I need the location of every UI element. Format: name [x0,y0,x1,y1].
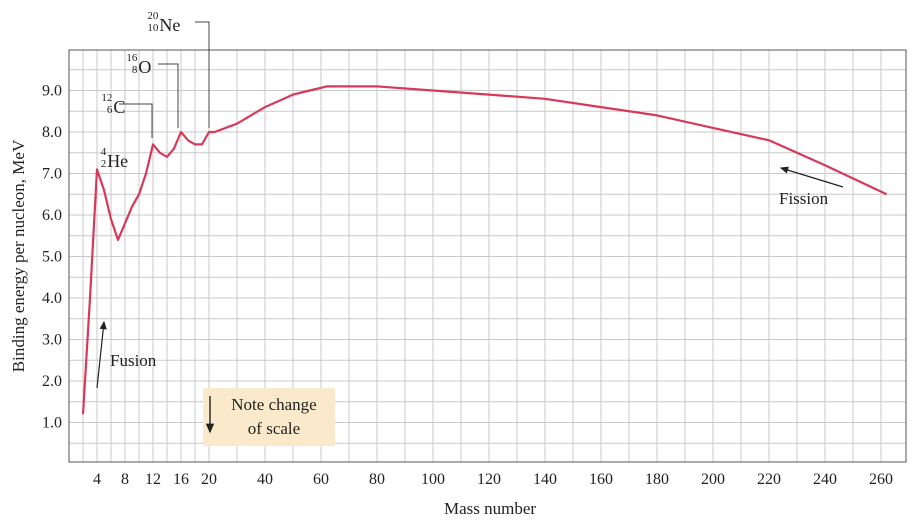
fission-arrow [779,166,844,188]
plot-frame [68,49,907,463]
y-axis-title: Binding energy per nucleon, MeV [9,139,28,372]
binding-energy-curve [81,85,888,415]
y-tick-label: 5.0 [42,249,62,266]
y-tick-label: 9.0 [42,83,62,100]
x-tick-label: 12 [145,471,161,488]
x-tick-label: 60 [313,471,329,488]
scale-note-line2: of scale [248,419,300,438]
isotope-pointer-line [119,103,153,138]
x-tick-label: 260 [869,471,893,488]
scale-note-box [203,388,335,446]
x-tick-label: 100 [421,471,445,488]
x-tick-label: 240 [813,471,837,488]
x-tick-label: 4 [93,471,101,488]
x-tick-label: 160 [589,471,613,488]
isotope-label-he: 42 He [101,146,129,171]
x-tick-label: 120 [477,471,501,488]
y-tick-label: 3.0 [42,332,62,349]
isotope-label-c: 126 C [101,92,153,138]
scale-note-line1: Note change [231,395,316,414]
y-tick-label: 1.0 [42,415,62,432]
isotope-mass-number: 4 [101,146,107,158]
x-tick-label: 140 [533,471,557,488]
isotope-label-o: 168 O [126,52,179,128]
isotope-symbol: He [107,151,128,171]
y-tick-label: 8.0 [42,124,62,141]
y-tick-label: 6.0 [42,207,62,224]
x-tick-label: 80 [369,471,385,488]
grid [69,50,906,462]
isotope-atomic-number: 2 [101,158,107,170]
x-axis-title: Mass number [444,499,536,518]
y-tick-labels: 1.0 2.0 3.0 4.0 5.0 6.0 7.0 8.0 9.0 [42,83,62,432]
x-tick-labels: 4 8 12 16 20 40 60 80 100 120 140 160 180 200 220 240 26… [93,471,893,488]
isotope-mass-number: 20 [147,10,159,22]
isotope-mass-number: 16 [126,52,138,64]
fusion-label: Fusion [110,351,157,370]
y-tick-label: 2.0 [42,373,62,390]
isotope-atomic-number: 6 [107,104,113,116]
isotope-symbol: O [138,57,151,77]
y-tick-label: 4.0 [42,290,62,307]
y-tick-label: 7.0 [42,166,62,183]
isotope-symbol: Ne [159,15,180,35]
isotope-atomic-number: 10 [147,22,159,34]
fission-label: Fission [779,189,829,208]
x-tick-label: 200 [701,471,725,488]
isotope-mass-number: 12 [101,92,112,104]
x-tick-label: 220 [757,471,781,488]
isotope-symbol: C [113,97,125,117]
isotope-pointer-line [195,21,210,128]
isotope-atomic-number: 8 [132,64,138,76]
x-tick-label: 180 [645,471,669,488]
isotope-pointer-line [158,63,179,128]
fusion-arrow [96,320,107,389]
x-tick-label: 8 [121,471,129,488]
x-tick-label: 40 [257,471,273,488]
x-tick-label: 16 [173,471,189,488]
x-tick-label: 20 [201,471,217,488]
